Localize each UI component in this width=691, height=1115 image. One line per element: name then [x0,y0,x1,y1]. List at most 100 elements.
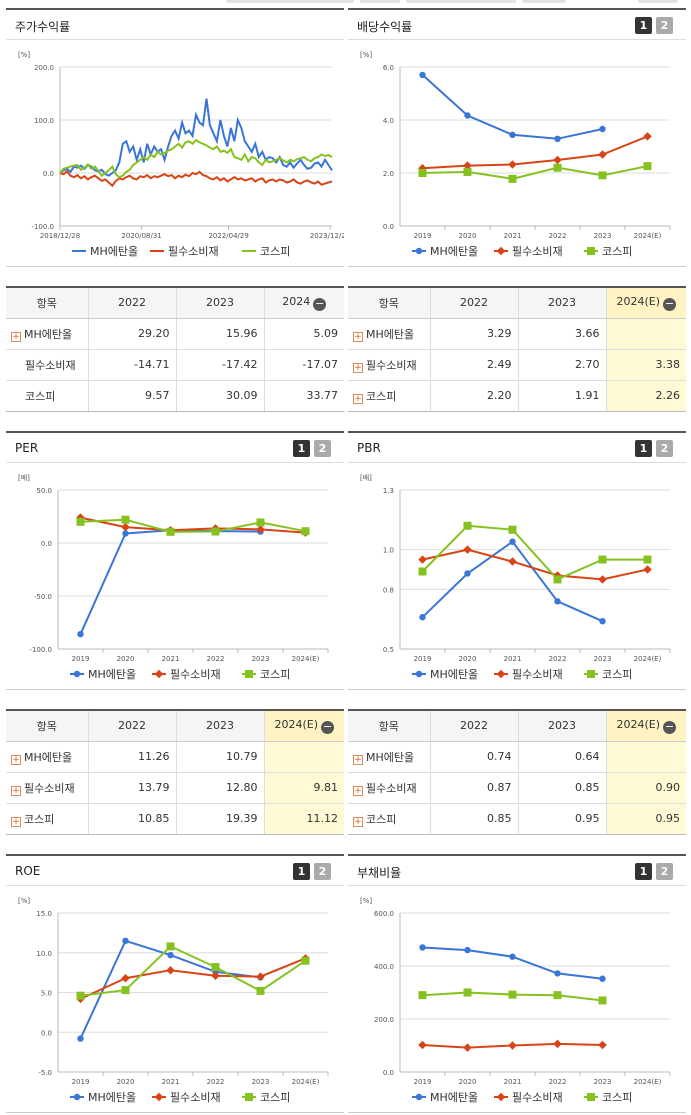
row-label: 코스피 [6,380,88,412]
x-tick-label: 2019 [414,1078,432,1086]
series-line-kospi [80,945,307,997]
expand-icon[interactable]: + [11,331,21,342]
table-row: + 코스피 0.85 0.95 0.95 [348,803,686,835]
expand-icon[interactable]: + [11,816,21,827]
point-marker [256,518,265,527]
row-label[interactable]: + 코스피 [6,803,88,835]
toggle-2-button[interactable]: 2 [656,863,673,880]
y-tick-label: 600.0 [374,910,394,918]
toggle-2-button[interactable]: 2 [314,440,331,457]
toggle-1-button[interactable]: 1 [635,17,652,34]
toggle-1-button[interactable]: 1 [635,863,652,880]
col-header: 항목 [348,710,430,742]
x-tick-label: 2023 [252,1078,270,1086]
table-cell: 0.95 [605,803,686,835]
row-label[interactable]: + 필수소비재 [348,772,430,804]
row-label[interactable]: + 필수소비재 [348,349,430,381]
col-header-label: 2022 [118,719,146,733]
legend: MH에탄올 필수소비재 코스피 [412,1091,632,1104]
point-marker [418,1040,427,1050]
point-marker [598,575,607,584]
x-tick-label: 2024(E) [634,1078,662,1086]
table-cell: 3.38 [605,349,686,381]
table-cell: 2.20 [429,380,518,412]
row-name: MH에탄올 [24,750,73,764]
toggle-1-button[interactable]: 1 [293,440,310,457]
point-marker [418,991,427,1000]
point-marker [154,1092,164,1102]
x-tick-label: 2022 [207,1078,225,1086]
point-marker [418,567,427,576]
x-tick-label: 2024(E) [292,1078,320,1086]
expand-icon[interactable]: + [353,331,363,342]
y-tick-label: 0.0 [41,1029,52,1037]
table-cell: 13.79 [87,772,176,804]
point-marker [122,937,129,945]
row-label[interactable]: + 코스피 [348,380,430,412]
collapse-icon[interactable]: − [321,719,335,734]
legend-label: 코스피 [602,668,632,681]
point-marker [587,670,595,678]
row-label[interactable]: + MH에탄올 [348,741,430,773]
point-marker [496,246,506,256]
point-marker [463,161,472,170]
table-cell: 9.81 [263,772,344,804]
toggle-1-button[interactable]: 1 [293,863,310,880]
col-header-label: 2023 [206,296,234,310]
pbr-chart: [배] 1.3 1.0 0.8 0.5 2019 2020 2021 2022 2023 2024(… [360,473,671,681]
x-tick-label: 2023 [594,655,612,663]
row-label: 필수소비재 [6,349,88,381]
series-line-staples [422,548,648,581]
point-marker [464,112,471,119]
expand-icon[interactable]: + [11,754,21,765]
point-marker [464,946,471,954]
unit-label: [배] [18,473,30,482]
y-tick-label: -50.0 [34,593,52,601]
y-tick-label: 10.0 [36,950,52,958]
expand-icon[interactable]: + [353,362,363,373]
col-header-label: 2024(E) [616,717,661,731]
row-name: 코스피 [366,389,397,403]
point-marker [211,527,220,536]
legend-label: MH에탄올 [430,668,478,681]
expand-icon[interactable]: + [353,816,363,827]
legend: MH에탄올 필수소비재 코스피 [412,668,632,681]
expand-icon[interactable]: + [353,785,363,796]
expand-icon[interactable]: + [353,393,363,404]
row-label[interactable]: + MH에탄올 [6,741,88,773]
panel-title: PER [15,441,39,455]
row-label[interactable]: + 필수소비재 [6,772,88,804]
point-marker [598,555,607,564]
point-marker [154,669,164,679]
toggle-2-button[interactable]: 2 [656,440,673,457]
toggle-2-button[interactable]: 2 [314,863,331,880]
table-row: 필수소비재 -14.71 -17.42 -17.07 [6,349,344,381]
collapse-icon[interactable]: − [663,296,677,311]
point-marker [463,167,472,176]
row-label[interactable]: + MH에탄올 [348,318,430,350]
row-label[interactable]: + MH에탄올 [6,318,88,350]
y-tick-label: 0.0 [383,1069,394,1077]
point-marker [599,125,606,133]
table-cell: 0.85 [429,803,518,835]
col-header: 항목 [6,710,88,742]
y-tick-label: 0.0 [41,540,52,548]
table-cell: 30.09 [175,380,264,412]
collapse-icon[interactable]: − [313,296,327,311]
series-line-kospi [422,165,648,180]
point-marker [463,545,472,554]
expand-icon[interactable]: + [11,785,21,796]
per-chart: [배] 50.0 0.0 -50.0 -100.0 2019 2020 2021 2022 202… [18,473,329,681]
toggle-2-button[interactable]: 2 [656,17,673,34]
collapse-icon[interactable]: − [663,719,677,734]
unit-label: [%] [360,897,372,905]
row-label[interactable]: + 코스피 [348,803,430,835]
expand-icon[interactable]: + [353,754,363,765]
dividend-chart: [%] 6.0 4.0 2.0 0.0 2019 2020 2021 2022 2023 2024(… [360,51,671,258]
panel-title: ROE [15,864,41,878]
table-cell [605,318,686,350]
toggle-1-button[interactable]: 1 [635,440,652,457]
